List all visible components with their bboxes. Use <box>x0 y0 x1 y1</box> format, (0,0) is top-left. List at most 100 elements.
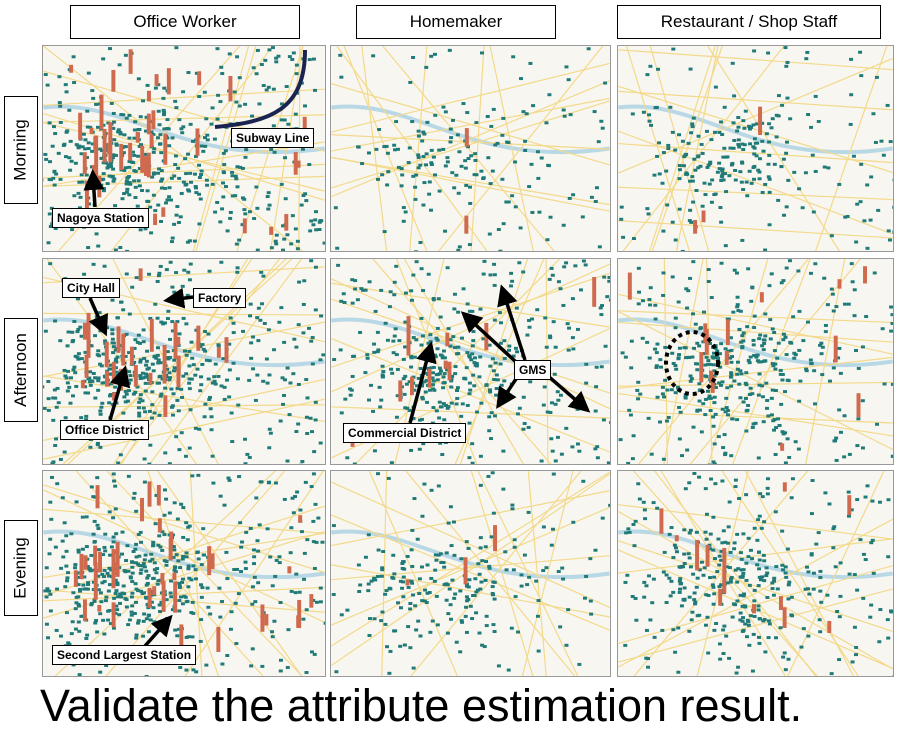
grid-cell <box>77 673 82 676</box>
grid-cell <box>410 581 415 585</box>
grid-cell <box>261 379 266 383</box>
grid-cell <box>665 203 670 207</box>
grid-cell <box>136 621 141 625</box>
grid-cell <box>184 372 189 376</box>
grid-cell <box>467 354 472 358</box>
grid-cell <box>84 515 89 519</box>
grid-cell <box>290 214 295 218</box>
grid-cell <box>43 73 48 77</box>
population-bar <box>674 535 679 542</box>
grid-cell <box>758 333 763 337</box>
population-bar <box>405 579 410 586</box>
grid-cell <box>886 555 891 559</box>
grid-cell <box>229 610 234 614</box>
grid-cell <box>303 104 307 108</box>
grid-cell <box>175 517 180 521</box>
grid-cell <box>225 577 230 581</box>
grid-cell <box>83 385 88 389</box>
grid-cell <box>466 585 471 589</box>
grid-cell <box>441 105 446 109</box>
grid-cell <box>668 594 673 598</box>
population-bar <box>97 604 102 612</box>
grid-cell <box>889 305 893 309</box>
grid-cell <box>649 123 653 127</box>
population-bar <box>148 372 153 385</box>
grid-cell <box>751 343 756 347</box>
grid-cell <box>159 320 164 324</box>
grid-cell <box>781 332 786 336</box>
grid-cell <box>584 381 589 385</box>
grid-cell <box>856 366 861 370</box>
grid-cell <box>420 395 425 399</box>
grid-cell <box>149 130 154 134</box>
grid-cell <box>415 384 420 388</box>
population-bar <box>445 332 450 347</box>
grid-cell <box>137 128 142 131</box>
grid-cell <box>49 206 54 210</box>
grid-cell <box>359 287 364 291</box>
grid-cell <box>94 232 99 236</box>
grid-cell <box>720 541 725 545</box>
grid-cell <box>268 555 273 559</box>
grid-cell <box>403 374 408 378</box>
population-bar <box>86 312 91 358</box>
grid-cell <box>295 91 300 95</box>
grid-cell <box>411 336 416 340</box>
grid-cell <box>717 161 722 165</box>
grid-cell <box>735 129 740 133</box>
grid-cell <box>892 205 893 209</box>
grid-cell <box>100 581 105 585</box>
population-bar <box>84 354 89 378</box>
grid-cell <box>195 550 200 554</box>
grid-cell <box>762 579 767 583</box>
grid-cell <box>308 229 313 233</box>
grid-cell <box>600 304 604 308</box>
grid-cell <box>629 366 634 370</box>
grid-cell <box>111 111 116 115</box>
grid-cell <box>658 358 663 362</box>
grid-cell <box>279 306 284 310</box>
grid-cell <box>743 622 748 626</box>
grid-cell <box>772 428 776 432</box>
grid-cell <box>282 237 287 241</box>
grid-cell <box>736 125 741 129</box>
grid-cell <box>860 446 865 450</box>
grid-cell <box>291 372 296 376</box>
grid-cell <box>251 335 256 339</box>
grid-cell <box>197 163 202 167</box>
grid-cell <box>301 617 306 621</box>
grid-cell <box>636 397 641 401</box>
grid-cell <box>242 208 247 212</box>
grid-cell <box>83 350 88 354</box>
grid-cell <box>460 402 465 406</box>
grid-cell <box>104 595 109 599</box>
map-panel-evening-3 <box>617 470 894 677</box>
grid-cell <box>500 177 505 181</box>
grid-cell <box>88 370 93 374</box>
grid-cell <box>205 183 210 187</box>
grid-cell <box>342 300 347 304</box>
grid-cell <box>388 290 393 294</box>
grid-cell <box>113 204 118 208</box>
grid-cell <box>452 553 457 557</box>
population-bar <box>152 586 157 596</box>
grid-cell <box>165 136 170 140</box>
grid-cell <box>728 580 733 584</box>
label-office-district: Office District <box>60 420 149 440</box>
grid-cell <box>761 149 766 153</box>
grid-cell <box>84 173 89 177</box>
grid-cell <box>398 644 403 648</box>
grid-cell <box>86 141 91 145</box>
grid-cell <box>91 532 96 536</box>
grid-cell <box>744 180 749 184</box>
grid-cell <box>65 579 70 583</box>
grid-cell <box>885 103 890 107</box>
grid-cell <box>379 574 384 578</box>
grid-cell <box>48 537 53 541</box>
grid-cell <box>238 165 243 169</box>
grid-cell <box>384 144 389 148</box>
grid-cell <box>435 338 440 342</box>
grid-cell <box>720 479 725 483</box>
grid-cell <box>813 402 817 406</box>
grid-cell <box>468 185 472 189</box>
